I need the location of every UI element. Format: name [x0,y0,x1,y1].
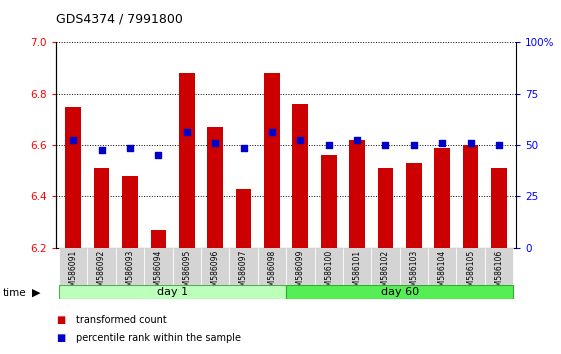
Bar [94,168,109,248]
FancyBboxPatch shape [88,248,116,285]
FancyBboxPatch shape [229,248,257,285]
FancyBboxPatch shape [428,248,457,285]
Point [154,153,163,158]
Bar [292,104,308,248]
Bar [406,163,422,248]
Bar [463,145,479,248]
FancyBboxPatch shape [59,248,88,285]
Text: day 60: day 60 [380,287,419,297]
Point [438,140,447,145]
Text: GSM586105: GSM586105 [466,250,475,296]
Bar [286,285,513,299]
Bar [179,73,195,248]
FancyBboxPatch shape [457,248,485,285]
Point [210,140,219,145]
Text: GSM586106: GSM586106 [495,250,504,296]
Text: GSM586093: GSM586093 [126,250,135,296]
Point [381,142,390,148]
FancyBboxPatch shape [371,248,399,285]
Text: transformed count: transformed count [76,315,167,325]
FancyBboxPatch shape [144,248,173,285]
Point [239,145,248,150]
Point [182,130,191,135]
Text: ■: ■ [56,333,65,343]
Text: ▶: ▶ [32,288,40,298]
Bar [65,107,81,248]
Text: GSM586092: GSM586092 [97,250,106,296]
Text: GDS4374 / 7991800: GDS4374 / 7991800 [56,12,183,25]
Text: GSM586094: GSM586094 [154,250,163,296]
Point [466,140,475,145]
Text: ■: ■ [56,315,65,325]
Text: GSM586091: GSM586091 [68,250,77,296]
Text: GSM586102: GSM586102 [381,250,390,296]
FancyBboxPatch shape [173,248,201,285]
Point [296,137,305,143]
Bar [491,168,507,248]
Bar [236,189,251,248]
Text: GSM586099: GSM586099 [296,250,305,296]
Bar [434,148,450,248]
Point [126,145,135,150]
FancyBboxPatch shape [286,248,315,285]
Text: day 1: day 1 [157,287,188,297]
Text: time: time [3,288,26,298]
Text: GSM586104: GSM586104 [438,250,447,296]
FancyBboxPatch shape [201,248,229,285]
Point [495,142,504,148]
FancyBboxPatch shape [485,248,513,285]
Point [97,147,106,153]
Text: GSM586101: GSM586101 [353,250,362,296]
Bar [321,155,337,248]
Bar [208,127,223,248]
Text: GSM586103: GSM586103 [410,250,419,296]
Bar [122,176,138,248]
Point [324,142,333,148]
Point [68,137,77,143]
Bar [264,73,280,248]
Point [353,137,362,143]
Text: GSM586097: GSM586097 [239,250,248,296]
Text: GSM586098: GSM586098 [268,250,277,296]
FancyBboxPatch shape [116,248,144,285]
Bar [59,285,286,299]
FancyBboxPatch shape [257,248,286,285]
Text: GSM586100: GSM586100 [324,250,333,296]
Point [268,130,277,135]
Bar [150,230,166,248]
Bar [350,140,365,248]
Text: GSM586096: GSM586096 [210,250,219,296]
Point [410,142,419,148]
Text: percentile rank within the sample: percentile rank within the sample [76,333,241,343]
FancyBboxPatch shape [343,248,371,285]
FancyBboxPatch shape [399,248,428,285]
FancyBboxPatch shape [315,248,343,285]
Bar [378,168,393,248]
Text: GSM586095: GSM586095 [182,250,191,296]
